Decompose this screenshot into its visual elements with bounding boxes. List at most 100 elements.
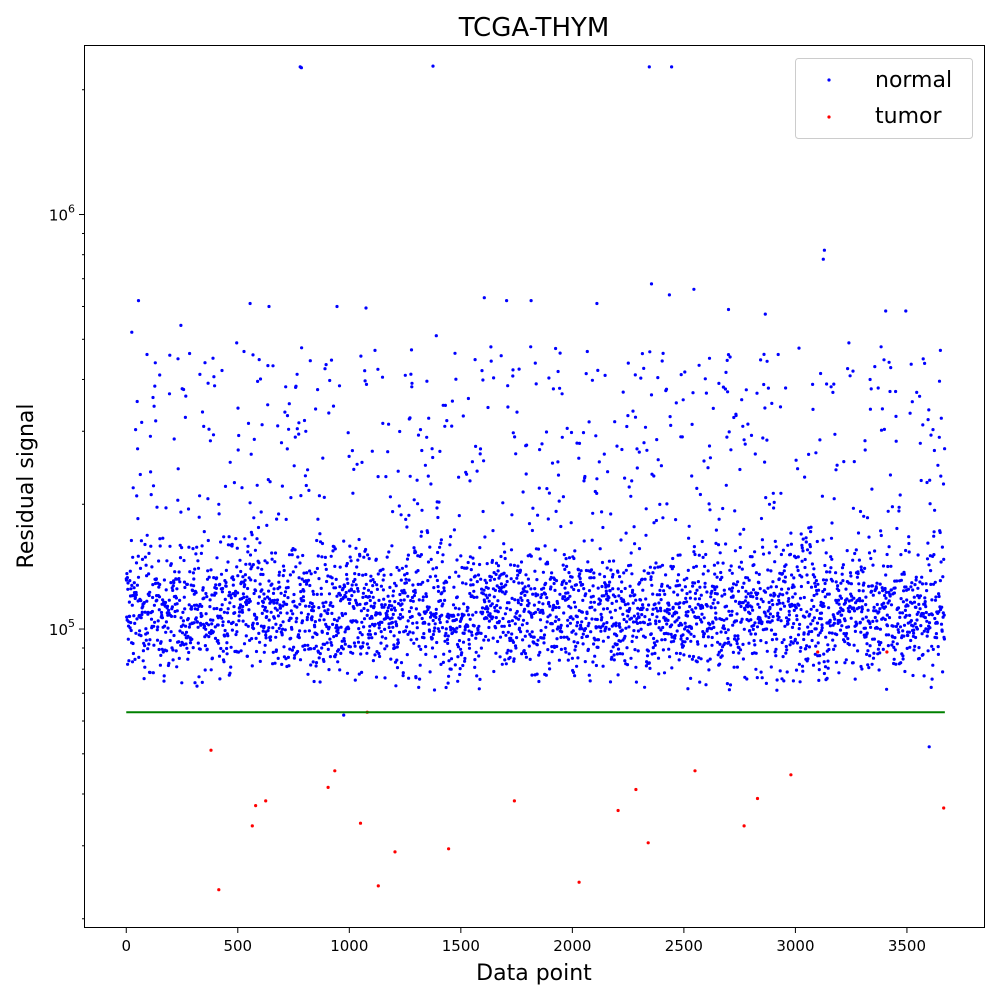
data-point-normal	[492, 669, 496, 674]
data-point-normal	[179, 616, 183, 620]
data-point-normal	[911, 673, 915, 678]
data-point-normal	[758, 587, 762, 591]
data-point-normal	[197, 675, 201, 679]
data-point-normal	[707, 356, 712, 360]
data-point-normal	[365, 651, 369, 655]
data-point-normal	[774, 632, 778, 637]
data-point-normal	[929, 685, 933, 690]
data-point-normal	[414, 607, 418, 611]
data-point-normal	[330, 576, 334, 580]
data-point-normal	[238, 605, 242, 610]
data-point-normal	[891, 624, 895, 628]
data-point-normal	[157, 608, 161, 612]
data-point-normal	[575, 624, 579, 628]
data-point-normal	[465, 472, 469, 476]
data-point-normal	[784, 651, 788, 655]
data-point-normal	[327, 668, 331, 672]
data-point-normal	[852, 609, 857, 613]
data-point-normal	[708, 657, 712, 661]
data-point-normal	[381, 588, 385, 592]
data-point-normal	[377, 598, 381, 603]
data-point-normal	[239, 649, 243, 653]
data-point-normal	[210, 622, 214, 626]
data-point-normal	[182, 595, 186, 599]
data-point-normal	[303, 474, 307, 478]
data-point-normal	[531, 506, 535, 510]
data-point-normal	[542, 633, 547, 637]
data-point-normal	[160, 647, 164, 651]
data-point-normal	[756, 591, 760, 596]
data-point-normal	[272, 601, 276, 605]
data-point-normal	[125, 576, 129, 580]
data-point-normal	[597, 460, 601, 464]
data-point-normal	[187, 545, 191, 549]
data-point-normal	[856, 572, 860, 576]
data-point-normal	[553, 588, 557, 593]
data-point-normal	[420, 448, 424, 453]
data-point-normal	[473, 658, 477, 662]
data-point-normal	[478, 677, 482, 682]
data-point-normal	[183, 607, 187, 611]
data-point-normal	[230, 542, 234, 546]
data-point-normal	[614, 624, 618, 628]
data-point-normal	[246, 550, 250, 554]
data-point-normal	[169, 630, 173, 634]
data-point-normal	[212, 375, 216, 379]
data-point-normal	[537, 653, 541, 657]
data-point-normal	[724, 483, 728, 487]
data-point-normal	[828, 618, 832, 623]
data-point-normal	[843, 640, 847, 644]
data-point-normal	[572, 600, 577, 604]
data-point-normal	[920, 632, 924, 636]
data-point-normal	[653, 566, 657, 570]
data-point-normal	[345, 561, 349, 566]
data-point-normal	[654, 622, 658, 626]
data-point-tumor	[616, 808, 620, 813]
data-point-normal	[752, 563, 756, 567]
data-point-normal	[644, 597, 648, 601]
data-point-normal	[238, 603, 243, 607]
data-point-normal	[783, 580, 787, 584]
data-point-normal	[314, 407, 318, 411]
data-point-normal	[677, 658, 681, 662]
data-point-normal	[323, 555, 327, 560]
data-point-normal	[236, 591, 240, 595]
data-point-normal	[483, 578, 487, 582]
data-point-normal	[523, 585, 527, 589]
data-point-normal	[549, 575, 553, 580]
data-point-normal	[567, 637, 571, 641]
data-point-normal	[639, 627, 643, 631]
data-point-normal	[676, 593, 680, 597]
data-point-normal	[251, 563, 255, 567]
data-point-normal	[298, 561, 302, 565]
data-point-normal	[714, 541, 718, 546]
data-point-normal	[238, 610, 242, 614]
data-point-normal	[780, 640, 784, 645]
data-point-normal	[358, 602, 362, 607]
data-point-normal	[840, 613, 844, 617]
data-point-normal	[525, 443, 529, 447]
data-point-normal	[563, 647, 567, 651]
data-point-normal	[886, 564, 890, 569]
data-point-normal	[622, 617, 626, 622]
data-point-normal	[706, 569, 710, 573]
data-point-normal	[141, 649, 145, 653]
data-point-normal	[802, 631, 806, 635]
data-point-normal	[345, 671, 350, 675]
data-point-normal	[435, 640, 439, 645]
data-point-normal	[311, 635, 315, 639]
data-point-normal	[409, 348, 414, 352]
data-point-normal	[870, 662, 874, 666]
data-point-normal	[141, 659, 145, 663]
data-point-normal	[446, 634, 450, 638]
data-point-normal	[275, 608, 279, 612]
data-point-normal	[290, 553, 294, 557]
data-point-normal	[871, 619, 875, 624]
data-point-normal	[887, 616, 892, 620]
data-point-normal	[335, 619, 339, 623]
data-point-normal	[596, 586, 600, 590]
data-point-normal	[324, 363, 328, 367]
data-point-normal	[845, 597, 849, 601]
data-point-normal	[871, 563, 875, 567]
data-point-normal	[370, 449, 374, 453]
